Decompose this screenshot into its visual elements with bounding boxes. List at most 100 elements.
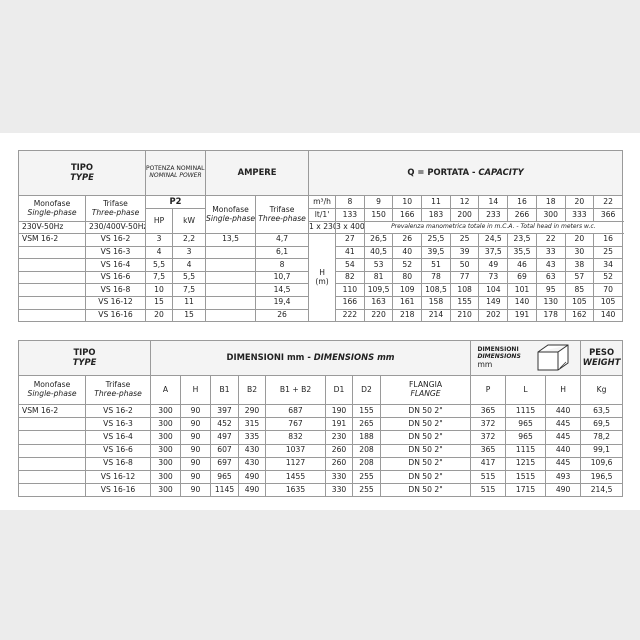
cell-text: 430: [244, 458, 260, 468]
box-icon: [534, 342, 574, 375]
cell-text: 10: [154, 284, 164, 294]
table-cell: 30: [564, 245, 595, 260]
cell-text: 63: [545, 272, 556, 282]
table-cell: 1145: [210, 483, 240, 498]
cell-text: 163: [371, 297, 386, 307]
cell-text: 39: [459, 247, 470, 257]
table-cell: VS 16-6: [84, 443, 152, 458]
table-cell: [18, 483, 86, 498]
cell-text: VSM 16-2: [22, 405, 59, 415]
cell-text: 8: [347, 196, 353, 206]
cell-text: 607: [217, 445, 232, 455]
cell-text: Single-phase: [27, 207, 77, 217]
cell-text: 52: [402, 259, 413, 269]
table-cell: H: [545, 375, 582, 405]
cell-text: VS 16-3: [100, 247, 131, 257]
cell-text: 372: [480, 418, 496, 428]
table-cell: 90: [180, 469, 212, 485]
cell-text: 832: [288, 432, 303, 442]
cell-text: 41: [345, 247, 355, 257]
cell-text: 16: [517, 196, 527, 206]
cell-text: 1215: [515, 458, 536, 468]
table-cell: 39: [449, 245, 480, 260]
table-cell: 20: [564, 233, 595, 247]
cell-text: 4: [156, 247, 162, 257]
table-cell: 767: [265, 417, 327, 432]
cell-text: 767: [288, 418, 303, 428]
cell-text: 4: [186, 259, 192, 269]
table-cell: 445: [545, 430, 582, 445]
cell-text: Single-phase: [27, 389, 77, 398]
table-cell: 25: [449, 233, 480, 247]
table-cell: 105: [564, 295, 595, 310]
cell-text: DN 50 2": [408, 471, 443, 481]
cell-text: B2: [246, 384, 258, 394]
cell-text: VS 16-12: [100, 471, 136, 481]
cell-text: FLANGE: [410, 389, 441, 398]
box-icon: [537, 344, 569, 371]
table-cell: 77: [449, 270, 480, 285]
table-cell: 417: [470, 456, 507, 471]
cell-text: VS 16-8: [103, 458, 133, 468]
table-cell: 607: [210, 443, 240, 458]
table-cell: 54: [335, 258, 365, 272]
table-cell: 397: [210, 403, 240, 419]
table-cell: 965: [505, 430, 547, 445]
table-row: VS 16-16 300 90 1145 490 1635 330 255 DN 50 2" 51…: [18, 483, 624, 498]
cell-text: 1127: [285, 458, 306, 468]
table-cell: 445: [545, 456, 582, 471]
cell-text: 130: [543, 297, 558, 307]
table-cell: 7,5: [172, 283, 207, 297]
cell-text: 214,5: [590, 484, 613, 494]
table-row: VSM 16-2 VS 16-2 3 2,2 13,5 4,7 H (m) 27 26,5 26 25…: [18, 232, 624, 323]
table-cell: 372: [470, 417, 507, 432]
table-cell: 493: [545, 469, 582, 485]
table-cell: 300: [150, 417, 182, 432]
cell-text: 69: [517, 272, 527, 282]
table-cell: A: [150, 375, 182, 405]
cell-text: H: [192, 384, 199, 394]
table-row: VS 16-16 20 15 26 222 220 218 214 210 202 191 178 16…: [18, 308, 624, 323]
cell-text: 155: [457, 297, 472, 307]
table-cell: 515: [470, 469, 507, 485]
cell-text: 50: [459, 259, 470, 269]
table-cell: 300: [150, 403, 182, 419]
table-cell: 372: [470, 430, 507, 445]
table-cell: 90: [180, 443, 212, 458]
table-cell: 214: [421, 308, 451, 323]
table-row: VS 16-12 300 90 965 490 1455 330 255 DN 50 2" 515…: [18, 469, 624, 485]
table-cell: 57: [564, 270, 595, 285]
cell-text: 697: [217, 458, 232, 468]
table-cell: 11: [172, 295, 207, 310]
table-cell: VS 16-4: [84, 430, 152, 445]
table-cell: 255: [352, 469, 382, 485]
table-cell: 20: [145, 308, 174, 323]
cell-text: 57: [574, 272, 585, 282]
table-cell: 7,5: [145, 270, 174, 285]
table-cell: 208: [352, 456, 382, 471]
table-cell: 266: [507, 208, 537, 222]
table-cell: 108: [449, 283, 480, 297]
cell-text: 183: [428, 209, 444, 219]
table-cell: 13,5: [205, 233, 257, 247]
table-cell: 63: [535, 270, 566, 285]
table-cell: 220: [363, 308, 394, 323]
cell-text: VS 16-16: [98, 310, 133, 319]
cell-text: 15: [154, 297, 164, 307]
table-cell: 140: [593, 308, 624, 323]
table-cell: 149: [478, 295, 509, 310]
table-cell: 70: [593, 283, 624, 297]
table-cell: 20: [564, 195, 595, 209]
cell-text: 1145: [214, 484, 235, 494]
cell-text: 25,5: [427, 234, 445, 244]
table-cell: 1 x 230V: [308, 221, 337, 234]
cell-text: B1 + B2: [279, 384, 312, 394]
table-cell: [18, 417, 86, 432]
table-cell: 190: [325, 403, 354, 419]
cell-text: TIPO: [70, 162, 94, 173]
table-cell: 5,5: [172, 270, 207, 285]
cell-text: 208: [359, 445, 374, 455]
table-cell: P: [470, 375, 507, 405]
table-cell: 430: [238, 443, 267, 458]
